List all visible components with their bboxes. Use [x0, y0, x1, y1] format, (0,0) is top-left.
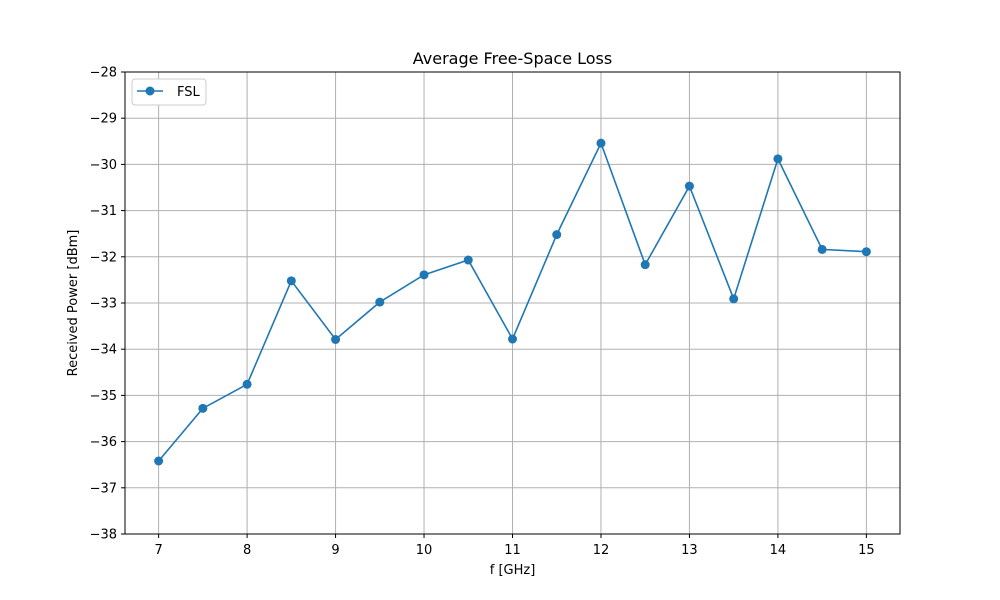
x-axis-label: f [GHz] — [490, 563, 536, 578]
y-tick-label: −36 — [90, 435, 117, 450]
data-point — [419, 270, 429, 280]
y-tick-label: −30 — [90, 158, 117, 173]
data-point — [286, 276, 296, 286]
x-tick-label: 10 — [416, 543, 433, 558]
data-point — [508, 334, 517, 344]
data-point — [817, 244, 827, 254]
data-point — [773, 154, 783, 164]
data-point — [552, 230, 562, 240]
data-point — [331, 334, 341, 344]
x-tick-label: 12 — [593, 543, 610, 558]
y-tick-label: −34 — [90, 343, 117, 358]
y-tick-label: −32 — [90, 250, 117, 265]
data-point — [729, 294, 739, 304]
y-tick-label: −35 — [90, 389, 117, 404]
legend-box — [131, 78, 207, 106]
y-tick-label: −37 — [90, 481, 117, 496]
data-point — [198, 403, 208, 413]
x-tick-label: 9 — [331, 543, 339, 558]
x-tick-label: 14 — [770, 543, 787, 558]
x-tick-label: 7 — [154, 543, 162, 558]
y-tick-label: −29 — [90, 112, 117, 127]
legend-label-fsl: FSL — [177, 85, 201, 100]
y-axis-label: Received Power [dBm] — [66, 230, 81, 377]
legend: FSL — [131, 78, 207, 106]
data-point — [463, 255, 473, 265]
y-tick-label: −33 — [90, 297, 117, 312]
x-tick-label: 15 — [858, 543, 875, 558]
x-tick-label: 13 — [681, 543, 698, 558]
data-point — [154, 456, 164, 466]
data-point — [640, 260, 650, 270]
data-point — [375, 297, 385, 307]
x-tick-label: 8 — [243, 543, 251, 558]
legend-marker — [145, 86, 155, 96]
data-point — [684, 181, 694, 191]
axis-ticks: 7 8 9 10 11 12 13 14 15 −28 −29 −30 −31 −32 −33 −34 −35 −… — [90, 66, 875, 559]
series-layer — [154, 138, 871, 466]
data-point — [596, 138, 606, 148]
y-tick-label: −38 — [90, 528, 117, 543]
data-point — [861, 247, 871, 257]
chart-title: Average Free-Space Loss — [413, 49, 612, 68]
y-tick-label: −28 — [90, 66, 117, 81]
y-tick-label: −31 — [90, 204, 117, 219]
data-point — [242, 379, 252, 389]
x-tick-label: 11 — [504, 543, 521, 558]
